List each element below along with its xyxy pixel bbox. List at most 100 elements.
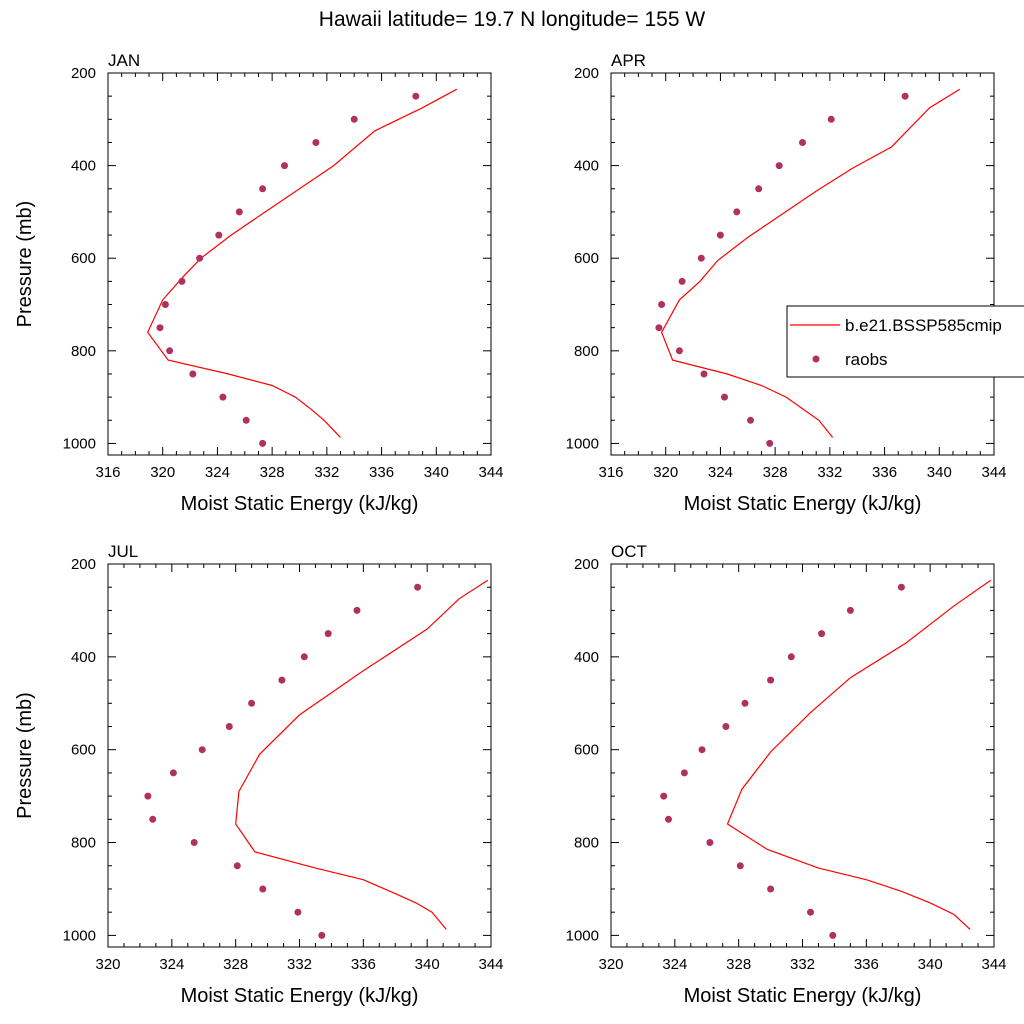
x-tick-label: 316 [95, 464, 120, 481]
x-tick-label: 320 [653, 464, 678, 481]
data-point-raobs [755, 185, 763, 193]
data-point-raobs [697, 254, 705, 262]
data-point-raobs [190, 839, 198, 846]
y-tick-label: 600 [71, 742, 96, 759]
y-axis-label: Pressure (mb) [14, 201, 36, 328]
data-point-raobs [324, 630, 332, 638]
y-tick-label: 600 [574, 742, 599, 759]
data-point-raobs [149, 815, 157, 823]
data-point-raobs [414, 583, 422, 591]
data-point-raobs [169, 769, 177, 777]
x-tick-label: 332 [287, 956, 312, 973]
series-line-model [147, 88, 458, 438]
x-tick-label: 336 [872, 464, 897, 481]
y-tick-label: 400 [71, 649, 96, 666]
data-point-raobs [161, 301, 169, 308]
series-line-model [726, 579, 992, 930]
x-tick-label: 344 [981, 956, 1006, 973]
x-tick-label: 340 [927, 464, 952, 481]
data-point-raobs [767, 676, 775, 684]
data-point-raobs [166, 347, 174, 355]
data-point-raobs [700, 370, 708, 378]
x-tick-label: 328 [763, 464, 788, 481]
data-point-raobs [665, 815, 672, 823]
x-tick-label: 328 [260, 464, 285, 481]
data-point-raobs [722, 723, 730, 730]
y-tick-label: 800 [574, 343, 599, 360]
legend-label-model: b.e21.BSSP585cmip [845, 316, 1002, 335]
data-point-raobs [829, 931, 837, 939]
x-tick-label: 344 [981, 464, 1006, 481]
data-point-raobs [281, 162, 288, 170]
data-point-raobs [767, 885, 775, 893]
data-point-raobs [827, 115, 835, 123]
data-point-raobs [215, 231, 223, 239]
panel-label: OCT [611, 542, 647, 561]
y-tick-label: 400 [71, 158, 96, 175]
data-point-raobs [680, 769, 688, 777]
panel-label: APR [611, 51, 646, 70]
data-point-raobs [747, 416, 754, 424]
data-point-raobs [294, 908, 302, 916]
x-tick-label: 336 [369, 464, 394, 481]
data-point-raobs [807, 908, 814, 916]
x-tick-label: 316 [598, 464, 623, 481]
data-point-raobs [353, 606, 361, 614]
data-point-raobs [733, 208, 741, 216]
x-tick-label: 340 [424, 464, 449, 481]
data-point-raobs [278, 676, 286, 684]
x-tick-label: 328 [223, 956, 248, 973]
panel-apr: 316 320 324 328 332 336 340 344 200 400 600 800 1000… [566, 51, 1007, 515]
data-point-raobs [189, 370, 197, 378]
data-point-raobs [901, 92, 909, 100]
data-point-raobs [766, 439, 774, 447]
data-point-raobs [178, 277, 186, 285]
y-tick-label: 600 [71, 250, 96, 267]
x-axis-label: Moist Static Energy (kJ/kg) [684, 985, 922, 1007]
x-tick-label: 324 [662, 956, 687, 973]
legend-box [786, 305, 1024, 378]
data-point-raobs [897, 583, 905, 591]
data-point-raobs [225, 723, 233, 730]
data-point-raobs [242, 416, 250, 424]
data-point-raobs [736, 862, 744, 870]
x-tick-label: 332 [314, 464, 339, 481]
data-point-raobs [259, 439, 267, 447]
data-point-raobs [312, 139, 320, 146]
x-tick-label: 332 [817, 464, 842, 481]
data-point-raobs [698, 746, 706, 754]
data-point-raobs [259, 185, 267, 193]
data-point-raobs [259, 885, 267, 893]
data-point-raobs [846, 606, 854, 614]
y-tick-label: 200 [574, 65, 599, 82]
y-tick-label: 600 [574, 250, 599, 267]
x-axis-label: Moist Static Energy (kJ/kg) [181, 985, 419, 1007]
data-point-raobs [235, 208, 243, 216]
y-tick-label: 1000 [566, 435, 599, 452]
data-point-raobs [721, 393, 728, 401]
series-line-model [235, 579, 489, 930]
panel-jan: 316 320 324 328 332 336 340 344 200 400 600 800 1000… [14, 51, 504, 515]
x-tick-label: 336 [351, 956, 376, 973]
y-tick-label: 800 [574, 835, 599, 852]
y-tick-label: 1000 [63, 435, 96, 452]
x-tick-label: 324 [205, 464, 230, 481]
data-point-raobs [787, 653, 795, 661]
x-tick-label: 340 [918, 956, 943, 973]
y-tick-label: 200 [71, 65, 96, 82]
x-tick-label: 332 [790, 956, 815, 973]
y-tick-label: 200 [574, 556, 599, 573]
panel-jul: 320 324 328 332 336 340 344 200 400 600 800 1000 JUL… [14, 542, 504, 1007]
data-point-raobs [156, 324, 164, 332]
series-line-model [660, 88, 961, 438]
x-tick-label: 344 [478, 956, 503, 973]
data-point-raobs [248, 699, 256, 707]
data-point-raobs [318, 931, 326, 939]
x-tick-label: 328 [726, 956, 751, 973]
data-point-raobs [198, 746, 206, 754]
panel-oct: 320 324 328 332 336 340 344 200 400 600 800 1000 OCT… [566, 542, 1007, 1007]
panels: 316 320 324 328 332 336 340 344 200 400 600 800 1000… [14, 51, 1024, 1007]
data-point-raobs [675, 347, 683, 355]
x-axis-label: Moist Static Energy (kJ/kg) [181, 493, 419, 515]
